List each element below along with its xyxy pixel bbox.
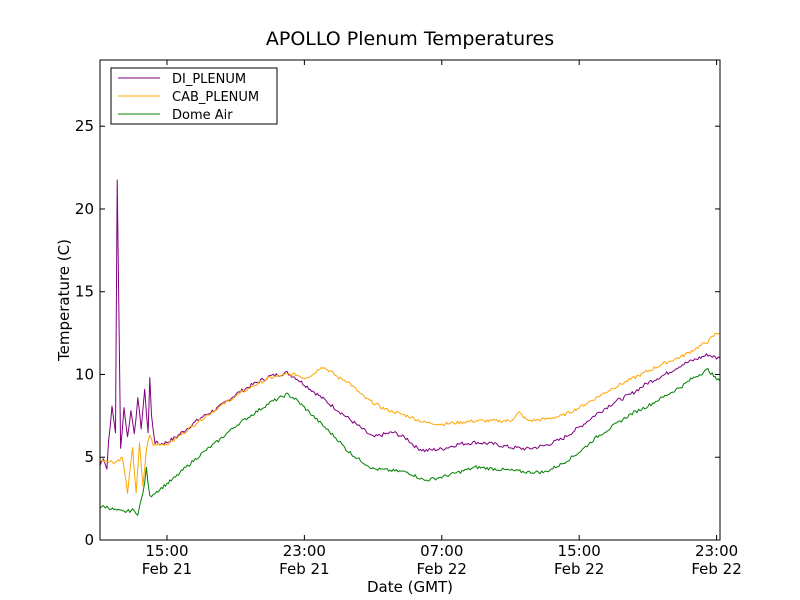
plot-series bbox=[99, 179, 721, 516]
y-tick-label: 10 bbox=[75, 365, 94, 383]
legend-label: CAB_PLENUM bbox=[172, 90, 259, 105]
plot-frame bbox=[99, 59, 721, 541]
legend-label: DI_PLENUM bbox=[172, 72, 246, 87]
series-line bbox=[99, 368, 721, 516]
x-tick-date-label: Feb 22 bbox=[417, 560, 467, 578]
x-tick-time-label: 15:00 bbox=[145, 542, 188, 560]
x-tick-date-label: Feb 22 bbox=[691, 560, 741, 578]
y-tick-label: 5 bbox=[84, 448, 94, 466]
x-tick-time-label: 23:00 bbox=[283, 542, 326, 560]
legend: DI_PLENUM CAB_PLENUM Dome Air bbox=[110, 67, 278, 125]
y-tick-label: 20 bbox=[75, 200, 94, 218]
x-tick-date-label: Feb 21 bbox=[279, 560, 329, 578]
x-tick-date-label: Feb 21 bbox=[142, 560, 192, 578]
x-tick-time-label: 15:00 bbox=[558, 542, 601, 560]
x-tick-time-label: 07:00 bbox=[420, 542, 463, 560]
legend-label: Dome Air bbox=[172, 108, 233, 123]
x-tick-time-label: 23:00 bbox=[695, 542, 738, 560]
y-axis: 0 5 10 15 20 25 bbox=[75, 117, 720, 549]
y-axis-label: Temperature (C) bbox=[55, 239, 73, 362]
chart-title: APOLLO Plenum Temperatures bbox=[266, 28, 554, 50]
series-line bbox=[99, 332, 721, 494]
x-axis-label: Date (GMT) bbox=[367, 578, 453, 596]
y-tick-label: 15 bbox=[75, 283, 94, 301]
y-tick-label: 25 bbox=[75, 117, 94, 135]
series-line bbox=[99, 179, 721, 470]
y-tick-label: 0 bbox=[84, 531, 94, 549]
x-tick-date-label: Feb 22 bbox=[554, 560, 604, 578]
